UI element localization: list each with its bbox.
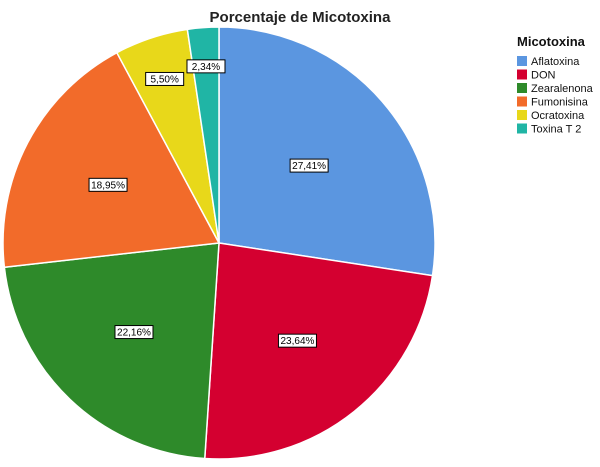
- legend-swatch: [517, 69, 527, 80]
- slice-labels: 27,41% 23,64% 22,16% 18,95% 5,50% 2,34%: [88, 59, 329, 348]
- legend-swatch: [517, 96, 527, 107]
- slice-label-box: [277, 333, 317, 348]
- legend-label: Aflatoxina: [531, 56, 580, 68]
- pie-slice-aflatoxina: [218, 26, 436, 277]
- slice-label-text: 2,34%: [192, 62, 220, 73]
- slice-label: 5,50%: [145, 71, 185, 86]
- slice-label-text: 23,64%: [280, 336, 314, 347]
- legend-title: Micotoxina: [517, 34, 586, 49]
- legend-label: DON: [531, 70, 556, 82]
- slice-label-text: 18,95%: [91, 180, 125, 191]
- pie-slice-zearalenona: [3, 242, 220, 460]
- slice-label-box: [145, 71, 185, 86]
- slice-label: 22,16%: [114, 325, 154, 340]
- legend-label: Zearalenona: [531, 83, 594, 95]
- pie-slice-don: [203, 242, 434, 460]
- slice-label-box: [186, 59, 226, 74]
- legend-swatch: [517, 56, 527, 66]
- pie-slices: [2, 26, 436, 460]
- slice-label-text: 5,50%: [150, 74, 178, 85]
- chart-title: Porcentaje de Micotoxina: [210, 9, 392, 26]
- pie-slice-fumonisina: [2, 51, 221, 269]
- slice-label-text: 27,41%: [292, 161, 326, 172]
- slice-label-box: [114, 325, 154, 340]
- slice-label: 23,64%: [277, 333, 317, 348]
- slice-label: 27,41%: [289, 158, 329, 173]
- pie-slice-toxina-t-2: [186, 26, 220, 244]
- legend-label: Toxina T 2: [531, 124, 581, 136]
- legend-label: Ocratoxina: [531, 110, 585, 122]
- legend-swatch: [517, 83, 527, 93]
- slice-label: 2,34%: [186, 59, 226, 74]
- slice-label: 18,95%: [88, 177, 128, 192]
- slice-label-box: [289, 158, 329, 173]
- legend-swatch: [517, 110, 527, 120]
- legend-label: Fumonisina: [531, 97, 589, 109]
- slice-label-text: 22,16%: [117, 328, 151, 339]
- legend-swatch: [517, 123, 527, 134]
- slice-label-box: [88, 177, 128, 192]
